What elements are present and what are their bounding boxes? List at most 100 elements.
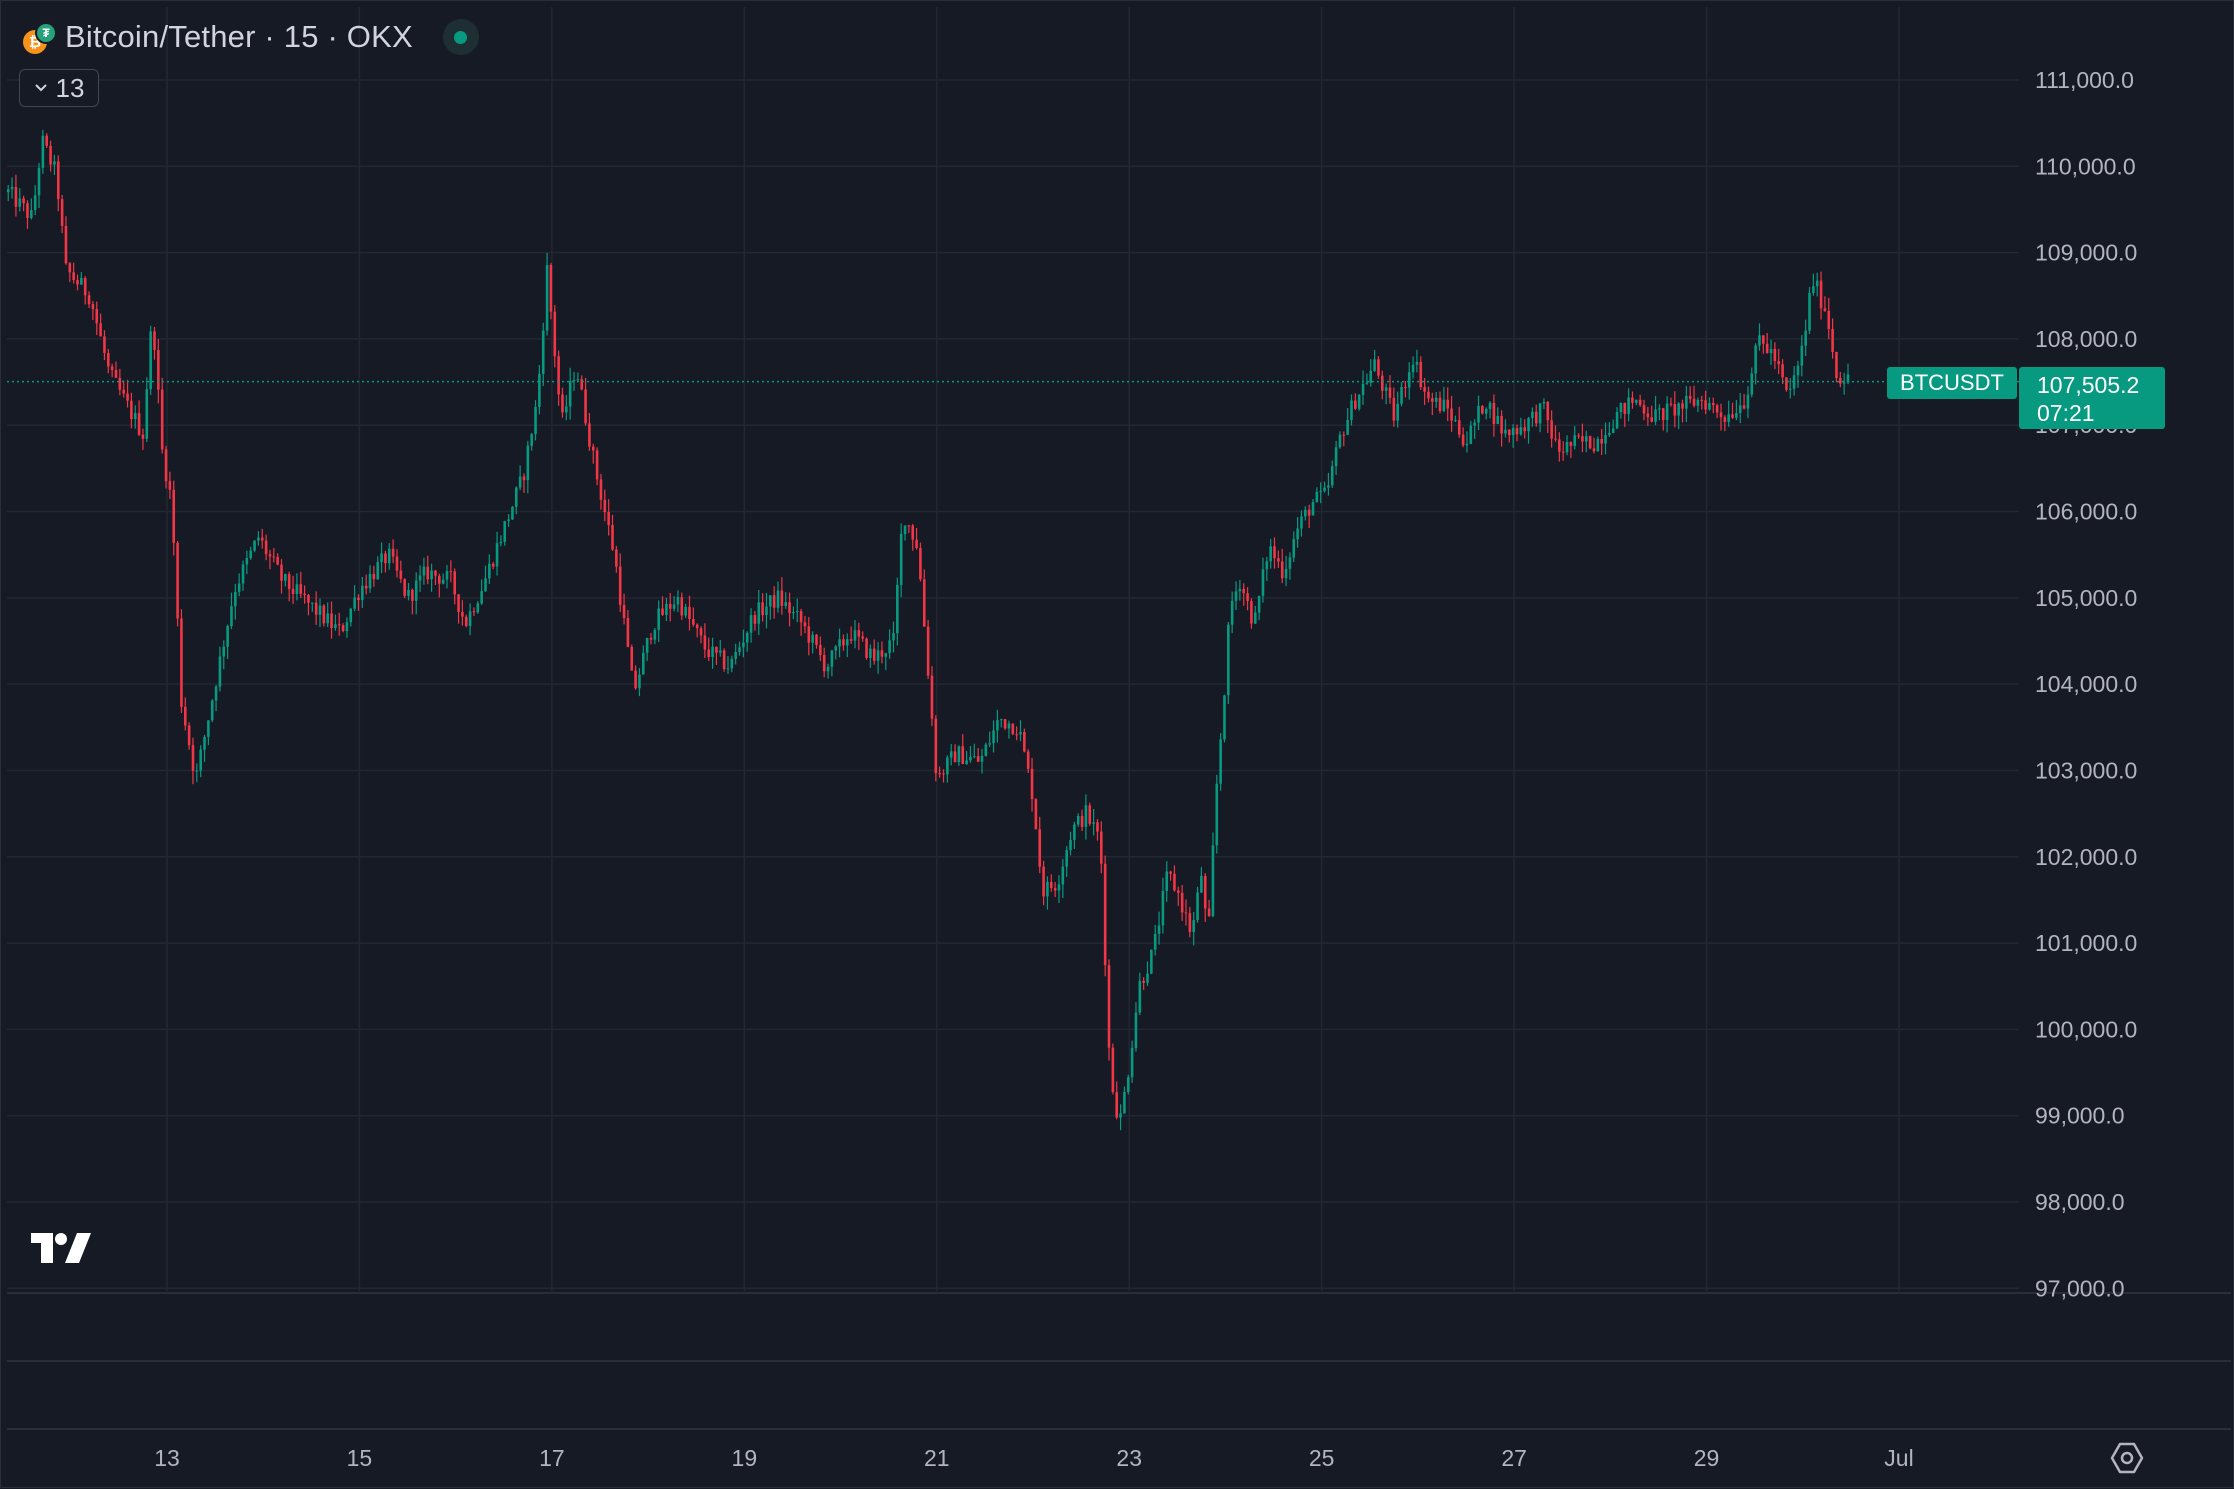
candle-down [842, 639, 845, 646]
candle-up [1157, 925, 1161, 934]
price-axis[interactable]: 111,000.0 110,000.0 109,000.0 108,000.0 107,… [2035, 67, 2137, 1301]
candle-down [1688, 395, 1692, 399]
price-axis-tick-label: 100,000.0 [2035, 1016, 2137, 1042]
price-axis-tick-label: 106,000.0 [2035, 499, 2137, 525]
candle-down [607, 511, 610, 526]
candle-up [657, 608, 660, 630]
candle-down [314, 602, 318, 615]
candle-down [557, 356, 560, 395]
candle-down [591, 446, 595, 451]
candle-down [1049, 881, 1053, 889]
candle-up [1708, 403, 1711, 410]
candle-up [734, 652, 737, 659]
candle-up [484, 578, 487, 592]
candle-up [980, 755, 984, 762]
candle-up [1792, 375, 1796, 389]
candle-down [1427, 391, 1430, 399]
candle-down [364, 585, 368, 589]
candle-up [534, 406, 537, 435]
candle-up [776, 590, 780, 608]
candle-down [1762, 335, 1765, 344]
candle-up [903, 525, 907, 534]
candle-down [1188, 913, 1192, 933]
candle-up [149, 331, 152, 390]
candle-up [653, 629, 657, 640]
settings-gear-icon[interactable] [2107, 1441, 2147, 1475]
candle-down [622, 605, 626, 619]
candle-up [795, 611, 799, 613]
candle-up [718, 650, 722, 653]
candle-down [1176, 890, 1180, 893]
candle-down [95, 308, 99, 324]
candle-down [1785, 377, 1788, 390]
candle-down [1711, 403, 1715, 406]
candle-up [441, 579, 445, 584]
candle-up [1754, 345, 1757, 374]
candle-up [1311, 502, 1315, 516]
candle-up [1519, 427, 1523, 435]
candle-up [665, 603, 668, 615]
candle-up [965, 760, 968, 765]
candle-up [826, 666, 830, 672]
candle-up [988, 743, 991, 745]
candle-down [1638, 399, 1642, 406]
candle-up [1584, 436, 1588, 442]
candle-down [372, 573, 376, 580]
candle-up [1227, 624, 1230, 696]
candle-down [1592, 448, 1596, 452]
candle-up [1334, 447, 1338, 467]
price-axis-tick-label: 102,000.0 [2035, 844, 2137, 870]
candle-down [907, 525, 911, 527]
candle-up [422, 566, 426, 576]
candle-up [1138, 980, 1142, 1013]
tradingview-logo[interactable] [29, 1231, 93, 1265]
candle-down [1250, 601, 1253, 624]
candle-down [1173, 873, 1176, 891]
indicators-toggle-button[interactable]: 13 [19, 69, 99, 107]
candle-down [1388, 387, 1392, 398]
candle-up [1150, 949, 1153, 974]
candle-up [1076, 816, 1080, 825]
candle-up [869, 648, 872, 658]
candle-up [830, 650, 834, 667]
candle-down [1088, 805, 1092, 824]
candlestick-series[interactable] [6, 129, 1850, 1131]
candle-up [1815, 280, 1819, 287]
candle-down [549, 264, 553, 312]
indicators-count: 13 [55, 72, 85, 103]
candle-down [191, 745, 195, 771]
candle-up [1619, 402, 1623, 413]
candle-down [330, 613, 333, 628]
candle-down [434, 570, 437, 576]
candle-up [999, 719, 1003, 721]
candle-down [1103, 863, 1107, 966]
candle-down [260, 537, 264, 541]
candle-up [565, 406, 568, 413]
candle-up [1092, 822, 1095, 824]
candle-up [1350, 400, 1353, 420]
candle-up [1434, 397, 1438, 402]
symbol-title[interactable]: Bitcoin/Tether · 15 · OKX [65, 19, 413, 54]
price-axis-tick-label: 110,000.0 [2035, 153, 2136, 179]
candle-down [668, 603, 672, 609]
symbol-header[interactable]: ₿ ₮ Bitcoin/Tether · 15 · OKX [23, 15, 479, 59]
candle-up [1415, 361, 1419, 365]
time-axis-tick-label: 15 [347, 1445, 373, 1471]
candle-down [268, 554, 272, 557]
time-axis[interactable]: 13 15 17 19 21 23 25 27 29 Jul [154, 1445, 1914, 1471]
candle-down [1781, 364, 1784, 378]
candle-up [792, 612, 795, 614]
candle-up [845, 639, 849, 646]
candle-up [738, 647, 741, 653]
candle-up [430, 570, 433, 580]
candle-up [1300, 516, 1303, 529]
candle-up [545, 264, 549, 331]
candle-up [526, 445, 530, 481]
candle-down [942, 773, 945, 775]
candle-down [1692, 398, 1696, 406]
candle-down [110, 366, 114, 370]
candle-down [599, 479, 603, 500]
candle-down [1500, 415, 1503, 434]
candle-down [803, 622, 807, 627]
